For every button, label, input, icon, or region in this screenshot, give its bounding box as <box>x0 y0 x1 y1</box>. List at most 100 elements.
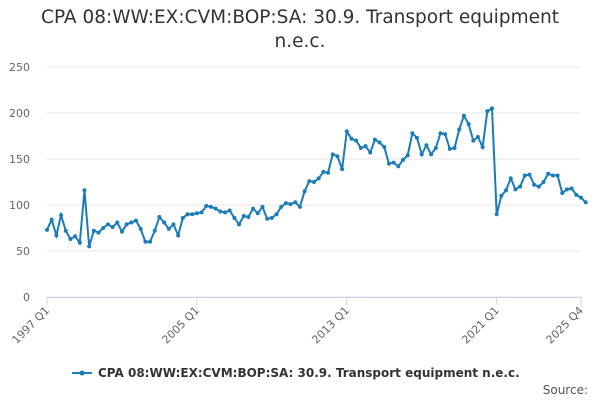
point <box>475 134 480 139</box>
point <box>485 109 490 114</box>
legend-label: CPA 08:WW:EX:CVM:BOP:SA: 30.9. Transport… <box>98 366 520 380</box>
point <box>115 220 120 225</box>
point <box>536 184 541 189</box>
point <box>401 157 405 162</box>
point <box>424 143 429 148</box>
point <box>194 211 199 216</box>
point <box>241 214 246 219</box>
point <box>199 210 204 215</box>
point <box>518 184 523 189</box>
point <box>461 113 466 118</box>
point <box>162 220 167 225</box>
y-tick-label: 0 <box>23 291 30 304</box>
y-tick-label: 200 <box>9 107 30 120</box>
point <box>176 233 181 238</box>
point <box>227 208 232 213</box>
point <box>302 189 307 194</box>
point <box>59 213 64 218</box>
x-tick-label: 2013 Q1 <box>309 304 352 347</box>
point <box>452 145 457 150</box>
point <box>368 150 373 155</box>
point <box>185 212 190 217</box>
point <box>527 172 532 177</box>
x-tick-label: 1997 Q1 <box>10 304 53 347</box>
point <box>148 239 153 244</box>
point <box>386 161 391 166</box>
point <box>260 204 265 209</box>
point <box>466 122 471 127</box>
point <box>579 195 583 200</box>
y-tick-label: 50 <box>16 245 30 258</box>
x-tick-label: 2021 Q1 <box>459 304 502 347</box>
x-tick-label: 2025 Q4 <box>544 304 587 347</box>
x-tick-label: 2005 Q1 <box>159 304 202 347</box>
point <box>307 179 312 184</box>
point <box>321 169 326 174</box>
point <box>490 106 494 111</box>
point <box>326 170 331 175</box>
point <box>124 222 129 227</box>
point <box>443 132 448 137</box>
point <box>405 153 410 158</box>
point <box>382 145 387 150</box>
point <box>494 212 499 217</box>
y-tick-label: 150 <box>9 153 30 166</box>
legend-marker <box>79 370 85 376</box>
point <box>508 176 513 181</box>
point <box>297 204 302 209</box>
y-tick-label: 250 <box>9 61 30 74</box>
point <box>522 173 527 178</box>
point <box>232 215 237 220</box>
point <box>340 167 345 172</box>
point <box>190 212 195 217</box>
point <box>49 217 54 222</box>
point <box>157 214 162 219</box>
point <box>564 187 569 192</box>
point <box>110 225 115 230</box>
point <box>96 230 101 235</box>
point <box>574 192 579 197</box>
point <box>283 201 288 206</box>
point <box>532 182 537 187</box>
point <box>208 204 213 209</box>
point <box>134 218 138 223</box>
point <box>429 152 434 157</box>
point <box>583 200 588 205</box>
point <box>246 214 251 219</box>
point <box>358 145 363 150</box>
point <box>180 215 185 220</box>
point <box>372 137 377 142</box>
point <box>255 211 260 216</box>
point <box>410 131 415 136</box>
point <box>344 129 349 134</box>
source: Source: <box>543 383 588 397</box>
point <box>335 154 340 159</box>
point <box>82 188 87 193</box>
point <box>251 206 256 211</box>
point <box>129 220 134 225</box>
point <box>396 164 401 169</box>
point <box>438 131 443 136</box>
point <box>101 226 106 230</box>
point <box>54 233 59 238</box>
point <box>541 180 546 184</box>
point <box>213 206 218 211</box>
point <box>68 237 73 242</box>
point <box>377 140 382 145</box>
point <box>499 193 504 198</box>
point <box>119 229 124 234</box>
y-tick-label: 100 <box>9 199 30 212</box>
point <box>237 222 242 227</box>
point <box>265 216 270 221</box>
point <box>279 204 284 209</box>
point <box>546 171 551 176</box>
point <box>288 202 293 207</box>
point <box>91 228 96 233</box>
point <box>312 180 316 184</box>
point <box>171 222 176 227</box>
point <box>457 127 462 132</box>
point <box>45 227 49 232</box>
point <box>73 234 78 239</box>
